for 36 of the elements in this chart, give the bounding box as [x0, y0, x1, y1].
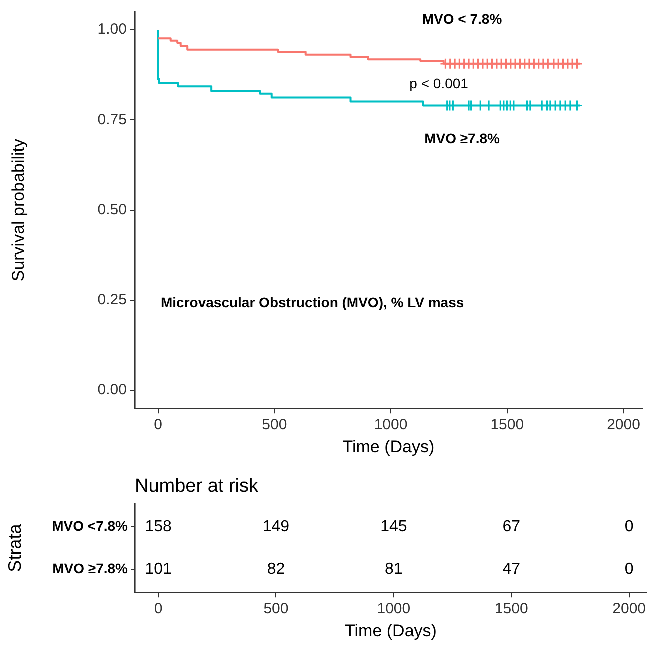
x-tick-label: 0	[154, 600, 163, 618]
y-tick-label: 0.00	[98, 382, 127, 399]
data-label: 149	[262, 518, 290, 536]
series-label: MVO ≥7.8%	[424, 130, 501, 147]
text: MVO < 7.8%	[422, 10, 503, 27]
data-label: 47	[502, 560, 521, 578]
x-tick-label: 2000	[607, 416, 640, 434]
data-label: 82	[267, 560, 286, 578]
y-tick-label: 0.75	[98, 111, 127, 128]
y-axis-title: Strata	[4, 523, 25, 572]
y-tick-label: 0.50	[98, 201, 127, 218]
chart-title: Number at risk	[135, 476, 260, 497]
data-label: 145	[380, 518, 408, 536]
x-tick-label: 500	[264, 600, 289, 618]
x-tick-label: 2000	[612, 600, 646, 618]
annotation: p < 0.001	[410, 76, 469, 92]
data-label: 0	[624, 518, 634, 536]
data-label: 101	[145, 560, 172, 578]
data-label: 67	[502, 518, 521, 536]
annotation: Microvascular Obstruction (MVO), % LV mass	[161, 294, 464, 310]
data-label: 0	[624, 560, 634, 578]
y-tick-label: MVO <7.8%	[52, 518, 129, 534]
data-label: 81	[385, 560, 403, 578]
x-tick-label: 1500	[494, 600, 528, 618]
y-axis-title: Survival probability	[8, 138, 28, 282]
x-axis-title: Time (Days)	[345, 621, 437, 640]
y-tick-label: 0.25	[98, 292, 127, 309]
x-tick-label: 1000	[374, 416, 408, 434]
y-tick-label: 1.00	[98, 21, 127, 38]
x-tick-label: 500	[262, 416, 288, 434]
x-tick-label: 0	[154, 416, 162, 434]
y-tick-label: MVO ≥7.8%	[52, 560, 129, 576]
x-axis-title: Time (Days)	[342, 437, 435, 456]
x-tick-label: 1000	[377, 600, 411, 618]
data-label: 158	[145, 518, 172, 536]
x-tick-label: 1500	[490, 416, 524, 434]
